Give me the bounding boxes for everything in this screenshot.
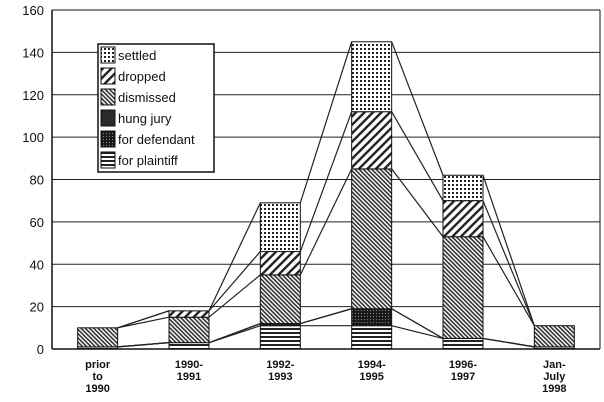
bar-segment-dismissed: [168, 316, 210, 344]
x-tick-label: to: [92, 371, 103, 383]
x-tick-label: 1997: [451, 371, 475, 383]
bar-segment-dismissed: [77, 327, 119, 348]
legend-swatch: [100, 109, 116, 127]
x-tick-label: 1990: [85, 383, 109, 395]
y-tick-label: 60: [30, 215, 44, 230]
connector-line: [482, 200, 535, 326]
x-tick-label: 1993: [268, 371, 292, 383]
bars: [77, 41, 575, 350]
bar-segment-dropped: [168, 310, 210, 318]
connector-line: [391, 308, 444, 339]
legend-swatch: [100, 130, 116, 148]
connector-line: [117, 310, 170, 329]
x-tick-label: 1998: [542, 383, 566, 395]
bar-segment-for-defendant: [351, 308, 393, 327]
legend: settled dropped dismissed hung jury for defe…: [97, 43, 215, 173]
bar-segment-dropped: [351, 111, 393, 170]
connector-line: [208, 202, 261, 312]
connector-line: [482, 236, 535, 326]
connector-line: [300, 308, 352, 325]
legend-label: for plaintiff: [118, 153, 178, 168]
connector-line: [299, 111, 353, 252]
y-tick-label: 100: [22, 130, 44, 145]
axes: [51, 9, 601, 350]
legend-label: for defendant: [118, 132, 195, 147]
connector-line: [117, 342, 170, 348]
connector-line: [482, 337, 535, 348]
y-tick-label: 140: [22, 45, 44, 60]
legend-box: [97, 43, 215, 173]
y-tick-label: 0: [37, 342, 44, 357]
connector-line: [482, 175, 535, 326]
y-tick-label: 120: [22, 88, 44, 103]
y-axis-ticks: 0 20 40 60 80 100 120 140 160: [22, 3, 44, 357]
connector-line: [208, 274, 261, 318]
legend-swatch: [100, 88, 116, 106]
bar-segment-dropped: [442, 200, 484, 238]
x-tick-label: Jan-: [543, 359, 566, 371]
x-tick-label: 1991: [177, 371, 201, 383]
x-tick-label: 1995: [359, 371, 383, 383]
bar-segment-for-plaintiff: [168, 342, 210, 350]
bar-segment-dismissed: [259, 274, 301, 325]
y-tick-label: 40: [30, 257, 44, 272]
x-tick-label: 1992-: [266, 359, 294, 371]
bar-segment-for-plaintiff: [259, 325, 301, 350]
x-tick-label: 1996-: [449, 359, 477, 371]
bar-segment-dismissed: [351, 168, 393, 310]
legend-label: hung jury: [118, 111, 172, 126]
connector-lines: [117, 41, 535, 348]
y-tick-label: 80: [30, 173, 44, 188]
bar-segment-dismissed: [533, 325, 575, 348]
legend-swatch: [100, 151, 116, 169]
y-tick-label: 160: [22, 3, 44, 18]
connector-line: [117, 316, 170, 329]
connector-line: [299, 168, 353, 276]
connector-line: [208, 251, 261, 312]
connector-line: [391, 111, 444, 201]
connector-line: [208, 323, 261, 344]
x-tick-label: 1994-: [358, 359, 386, 371]
x-tick-label: prior: [85, 359, 111, 371]
bar-segment-for-plaintiff: [351, 325, 393, 350]
y-tick-label: 20: [30, 300, 44, 315]
x-tick-label: 1990-: [175, 359, 203, 371]
bar-segment-for-plaintiff: [442, 337, 484, 350]
bar-segment-dropped: [259, 251, 301, 276]
bar-segment-settled: [442, 174, 484, 202]
bar-segment-settled: [259, 202, 301, 253]
legend-swatch: [100, 67, 116, 85]
bar-segment-dismissed: [442, 236, 484, 339]
legend-swatch: [100, 46, 116, 64]
legend-label: dismissed: [118, 90, 176, 105]
connector-line: [391, 41, 444, 176]
connector-line: [391, 325, 444, 339]
bar-segment-settled: [351, 41, 393, 113]
legend-label: dropped: [118, 69, 166, 84]
legend-label: settled: [118, 48, 156, 63]
connector-line: [391, 168, 444, 238]
x-tick-label: July: [543, 371, 566, 383]
connector-line: [299, 41, 353, 203]
